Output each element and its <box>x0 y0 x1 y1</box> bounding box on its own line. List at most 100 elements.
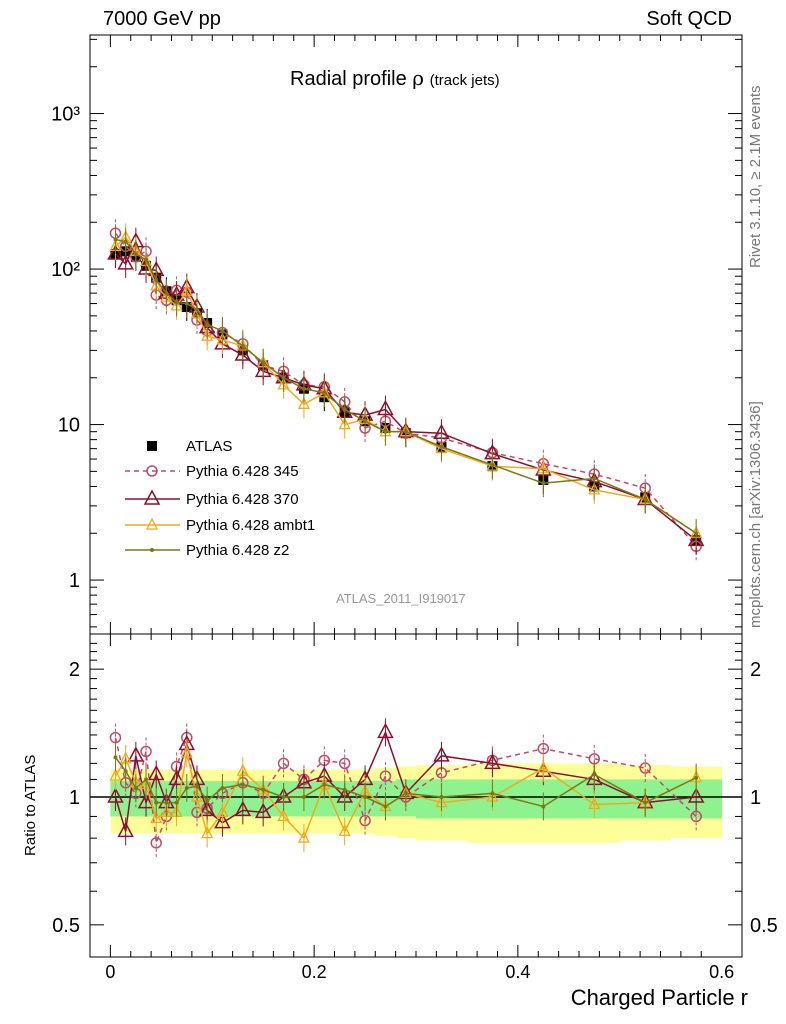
series-3-point <box>588 482 601 495</box>
series-4-point <box>205 322 210 327</box>
ratio-series-0-point <box>150 837 162 849</box>
ratio-series-3-point <box>194 784 199 789</box>
ratio-series-3-point <box>144 777 149 782</box>
ratio-series-1-point <box>484 753 501 770</box>
plot-title-symbol: ρ <box>412 66 425 90</box>
ratio-series-1-point <box>377 722 394 739</box>
x-tick-label: 0.4 <box>505 962 530 982</box>
ratio-y-tick-label-right: 2 <box>750 659 761 681</box>
ratio-series-2-point <box>588 797 601 810</box>
legend-marker <box>145 517 159 530</box>
series-4-point <box>342 407 347 412</box>
series-4-point <box>184 301 189 306</box>
ratio-series-1-point <box>254 802 272 819</box>
header-left: 7000 GeV pp <box>103 8 221 30</box>
series-3-point <box>297 396 310 409</box>
series-4-point <box>123 239 128 244</box>
series-4-point <box>363 419 368 424</box>
y-tick-label: 1 <box>69 570 80 592</box>
ratio-series-3-point <box>363 795 368 800</box>
ratio-series-0-point <box>359 814 371 827</box>
series-2-point <box>377 399 394 416</box>
ratio-y-tick-label-left: 0.5 <box>52 915 80 937</box>
ratio-series-3-point <box>694 775 699 780</box>
legend-marker <box>143 489 161 505</box>
ratio-series-0-point <box>140 745 152 758</box>
series-2-line <box>114 239 697 541</box>
ratio-series-1-point <box>127 746 145 762</box>
ratio-series-0-point <box>537 742 550 755</box>
series-4-line <box>115 238 697 534</box>
ratio-y-tick-label-left: 2 <box>69 659 80 681</box>
legend-marker <box>150 548 154 552</box>
ratio-series-2-point <box>277 808 290 822</box>
series-4-point <box>144 257 149 262</box>
header-right: Soft QCD <box>646 8 732 30</box>
ratio-series-0-point <box>690 810 702 823</box>
ratio-series-3-point <box>281 795 286 800</box>
ratio-series-2-point <box>537 760 550 773</box>
series-4-point <box>301 386 306 391</box>
ratio-series-1-point <box>234 800 252 817</box>
band-inner-segment <box>314 781 335 817</box>
ratio-series-3-point <box>643 800 648 805</box>
plot-title-text: Radial profile <box>290 68 407 90</box>
ratio-series-0-point <box>338 757 351 770</box>
ratio-series-2-point <box>297 830 310 843</box>
legend-label-atlas: ATLAS <box>186 438 233 455</box>
ratio-series-3-point <box>322 782 327 787</box>
ratio-y-tick-label-right: 0.5 <box>750 915 778 937</box>
ratio-series-3-point <box>133 786 138 791</box>
series-3-line <box>114 236 697 534</box>
series-4-point <box>194 307 199 312</box>
legend-label-345: Pythia 6.428 345 <box>186 463 299 480</box>
ratio-series-3-point <box>113 755 118 760</box>
ratio-series-0-point <box>277 757 290 770</box>
ratio-series-3-point <box>240 782 245 787</box>
ratio-series-3-point <box>383 804 388 809</box>
y-tick-label: 10 <box>58 415 80 437</box>
series-4-point <box>133 251 138 256</box>
ratio-series-1-point <box>198 800 216 817</box>
plot-title: Radial profile ρ (track jets) <box>290 66 500 91</box>
ratio-series-1-point <box>117 821 134 838</box>
x-axis-label: Charged Particle r <box>570 985 748 1010</box>
ratio-series-2-line <box>114 752 697 840</box>
ratio-series-3-point <box>342 787 347 792</box>
ratio-series-3-point <box>403 791 408 796</box>
plot-title-sub: (track jets) <box>429 72 500 89</box>
ratio-y-tick-label-right: 1 <box>750 787 761 809</box>
ratio-series-3-point <box>592 772 597 777</box>
series-3-point <box>201 328 214 341</box>
ratio-series-3-point <box>174 800 179 805</box>
ratio-series-2-point <box>338 823 351 837</box>
x-tick-label: 0.2 <box>302 962 327 982</box>
ratio-series-2-point <box>216 804 229 818</box>
ratio-series-2-point <box>201 826 214 839</box>
series-2-point <box>117 254 134 270</box>
analysis-watermark: ATLAS_2011_I919017 <box>336 591 466 606</box>
series-2-point <box>234 345 252 361</box>
ratio-series-0-point <box>639 762 651 774</box>
ratio-series-1-point <box>137 793 155 809</box>
series-4-point <box>694 531 699 536</box>
series-4-point <box>164 291 169 296</box>
ratio-series-3-point <box>205 798 210 803</box>
series-4-point <box>322 390 327 395</box>
band-inner-segment <box>120 781 132 817</box>
ratio-series-1-point <box>433 746 450 762</box>
ratio-series-2-point <box>190 789 204 802</box>
ratio-series-3-point <box>164 800 169 805</box>
legend-label-370: Pythia 6.428 370 <box>186 491 299 508</box>
ratio-series-3-point <box>184 786 189 791</box>
series-4-point <box>403 429 408 434</box>
ratio-series-2-point <box>109 768 122 781</box>
x-tick-label: 0.6 <box>709 962 734 982</box>
series-4-point <box>261 360 266 365</box>
series-4-point <box>281 375 286 380</box>
ratio-series-3-point <box>301 795 306 800</box>
legend-label-z2: Pythia 6.428 z2 <box>186 542 290 559</box>
ratio-series-2-point <box>180 745 193 758</box>
series-4-point <box>174 300 179 305</box>
